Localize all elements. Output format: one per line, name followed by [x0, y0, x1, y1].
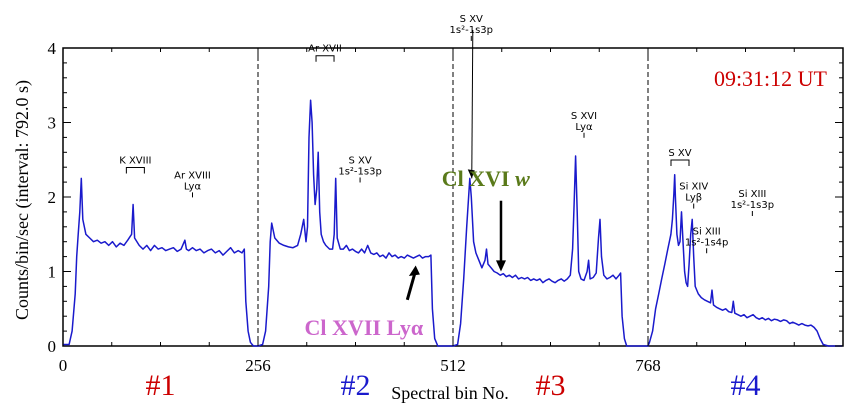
line-label-sxv4: S XV — [668, 148, 691, 159]
annotation-clxvi: Cl XVI w — [442, 166, 530, 191]
line-label-arxviii: Ar XVIII — [174, 170, 211, 181]
bracket-arxvii — [315, 55, 335, 62]
x-tick-label: 0 — [59, 356, 68, 375]
sxv-arrow-line — [471, 29, 474, 179]
clxvi-arrow-head — [495, 260, 506, 272]
y-tick-label: 1 — [48, 263, 57, 282]
bracket-kxviii — [125, 166, 145, 174]
line-label-sxv3: S XV — [460, 14, 483, 25]
segment-label-3: #3 — [536, 369, 566, 402]
line-label-kxviii: K XVIII — [119, 155, 151, 166]
y-tick-label: 3 — [48, 114, 57, 133]
x-axis-title: Spectral bin No. — [391, 383, 508, 403]
segment-label-1: #1 — [146, 369, 176, 402]
x-tick-label: 512 — [440, 356, 466, 375]
y-tick-label: 0 — [48, 337, 57, 356]
annotation-clxvii: Cl XVII Lyα — [305, 315, 424, 340]
segment-label-4: #4 — [731, 369, 761, 402]
segment-dividers — [257, 48, 649, 346]
bracket-sxv4 — [670, 159, 690, 167]
line-sublabel-sixiii: 1s²-1s3p — [731, 200, 774, 211]
y-axis-title: Counts/bin/sec (interval: 792.0 s) — [12, 80, 33, 320]
series-layer — [63, 99, 843, 347]
line-label-sixiii: Si XIII — [738, 189, 766, 200]
line-label-sxiii: Si XIII — [693, 226, 721, 237]
line-sublabel-sxv3: 1s²-1s3p — [450, 25, 493, 36]
segment-label-2: #2 — [341, 369, 371, 402]
clxvii-arrow-head — [408, 265, 420, 276]
line-label-sixiv: Si XIV — [679, 182, 708, 193]
segment-labels: #1 #2 #3 #4 — [146, 369, 761, 402]
time-label: 09:31:12 UT — [714, 66, 828, 91]
line-sublabel-sxiii: 1s²-1s4p — [685, 237, 728, 248]
line-sublabel-sxvi: Lyα — [575, 122, 593, 133]
annotation-italic-clxvi: w — [510, 166, 531, 191]
x-tick-label: 256 — [245, 356, 271, 375]
spectrum-line — [63, 99, 843, 347]
line-sublabel-sixiv: Lyβ — [685, 193, 702, 204]
line-label-sxv2: S XV — [348, 155, 371, 166]
line-label-sxvi: S XVI — [571, 111, 597, 122]
x-tick-label: 768 — [635, 356, 661, 375]
line-sublabel-sxv2: 1s²-1s3p — [338, 166, 381, 177]
y-tick-label: 2 — [48, 188, 57, 207]
axis-ticks: 0 1 2 3 4 0 256 512 768 — [48, 39, 843, 375]
line-label-arxvii: Ar XVII — [308, 44, 342, 55]
clxvii-arrow-line — [405, 272, 417, 301]
line-sublabel-arxviii: Lyα — [184, 181, 202, 192]
sxv-arrow-head — [467, 169, 475, 179]
y-tick-label: 4 — [48, 39, 57, 58]
annotations: Cl XVI w Cl XVII Lyα — [305, 29, 530, 340]
